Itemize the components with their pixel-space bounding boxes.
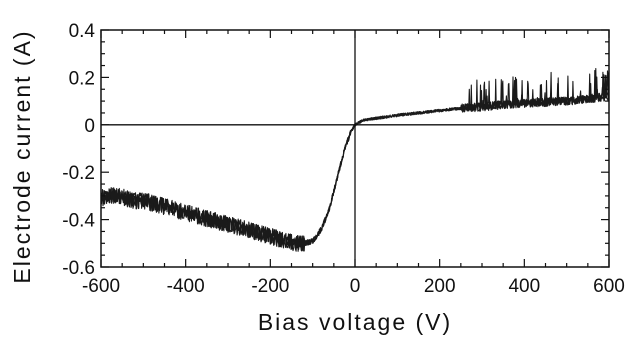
x-tick-label: 400 (508, 276, 540, 297)
x-tick-label: 200 (424, 276, 456, 297)
y-tick-label: 0.4 (69, 21, 96, 42)
x-tick-label: -200 (251, 276, 289, 297)
zero-lines (101, 30, 609, 267)
x-tick-label: -400 (167, 276, 205, 297)
labels-layer: -600 -400 -200 0 200 400 600 0.4 0.2 0 -0.2 -0.4 -0.… (62, 21, 625, 297)
ticks-layer (100, 29, 610, 268)
y-axis-title: Electrode current (A) (9, 29, 35, 283)
x-tick-label: -600 (82, 276, 120, 297)
y-tick-label: 0 (84, 116, 95, 137)
x-axis-title: Bias voltage (V) (258, 309, 452, 335)
x-tick-label: 600 (593, 276, 625, 297)
y-tick-label: 0.2 (69, 68, 95, 89)
x-tick-label: 0 (350, 276, 361, 297)
y-tick-label: -0.4 (62, 211, 95, 232)
y-tick-label: -0.6 (62, 258, 95, 279)
y-tick-label: -0.2 (62, 163, 95, 184)
